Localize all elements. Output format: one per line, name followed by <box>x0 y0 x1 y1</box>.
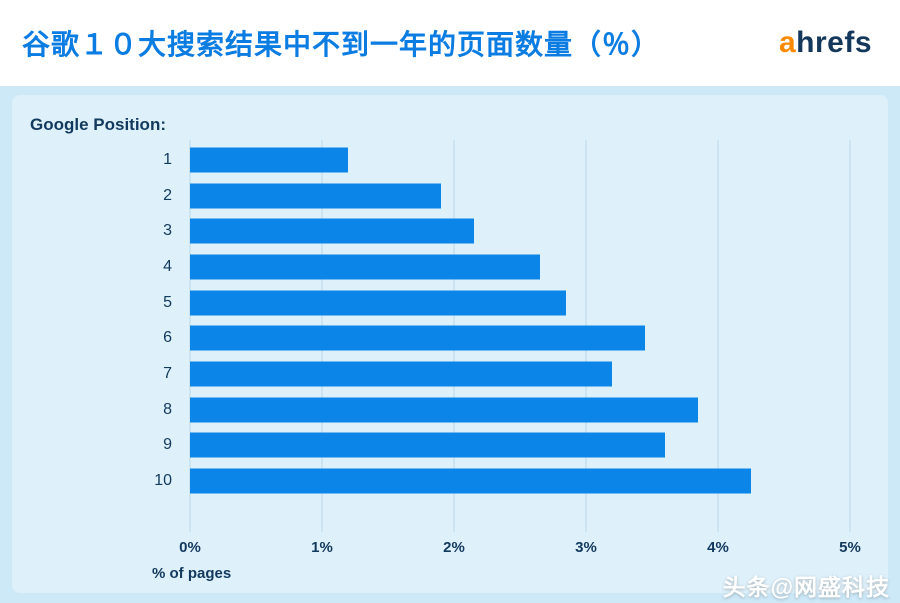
chart-row: 2 <box>163 178 850 214</box>
category-label: 7 <box>163 365 172 383</box>
chart-row: 5 <box>163 285 850 321</box>
bar <box>190 218 474 244</box>
ahrefs-logo-a: a <box>778 26 797 59</box>
category-label: 5 <box>163 293 172 311</box>
x-tick-label: 0% <box>179 539 201 556</box>
x-tick-label: 3% <box>575 539 597 556</box>
category-label: 9 <box>163 436 172 454</box>
bar <box>190 432 666 458</box>
x-axis-title: % of pages <box>152 565 232 582</box>
bar <box>190 183 441 209</box>
chart-row: 10 <box>154 463 850 499</box>
page-title: 谷歌１０大搜索结果中不到一年的页面数量（％） <box>22 29 661 60</box>
x-tick-label: 2% <box>443 539 465 556</box>
bar <box>190 290 567 316</box>
gridline <box>717 140 719 532</box>
x-tick-label: 4% <box>707 539 729 556</box>
category-label: 1 <box>163 150 172 168</box>
bar <box>190 397 699 423</box>
x-tick-label: 5% <box>839 539 861 556</box>
ahrefs-logo-rest: hrefs <box>796 26 872 59</box>
chart-row: 9 <box>163 428 850 464</box>
category-label: 8 <box>163 400 172 418</box>
bar <box>190 147 349 173</box>
chart-row: 3 <box>163 213 850 249</box>
bar <box>190 254 540 280</box>
chart-row: 1 <box>163 142 850 178</box>
gridline <box>849 140 851 532</box>
chart-row: 6 <box>163 321 850 357</box>
ahrefs-logo: ahrefs <box>779 26 872 60</box>
header: 谷歌１０大搜索结果中不到一年的页面数量（％） ahrefs <box>0 0 900 86</box>
y-axis-title: Google Position: <box>30 115 166 134</box>
bar <box>190 468 751 494</box>
x-tick-label: 1% <box>311 539 333 556</box>
chart-row: 7 <box>163 356 850 392</box>
category-label: 2 <box>163 186 172 204</box>
watermark: 头条@网盛科技 <box>722 574 890 600</box>
chart-row: 4 <box>163 249 850 285</box>
chart-panel: Google Position: 1 2 3 4 5 6 7 8 9 10 0% 1% 2% 3% 4% 5… <box>12 95 888 593</box>
bar-rows: 1 2 3 4 5 6 7 8 9 10 <box>154 142 850 499</box>
category-label: 3 <box>163 222 172 240</box>
category-label: 4 <box>163 257 172 275</box>
chart-row: 8 <box>163 392 850 428</box>
category-label: 10 <box>154 472 172 490</box>
plot-area: 1 2 3 4 5 6 7 8 9 10 0% 1% 2% 3% 4% 5% <box>154 140 861 556</box>
bar <box>190 325 646 351</box>
bar <box>190 361 613 387</box>
category-label: 6 <box>163 329 172 347</box>
